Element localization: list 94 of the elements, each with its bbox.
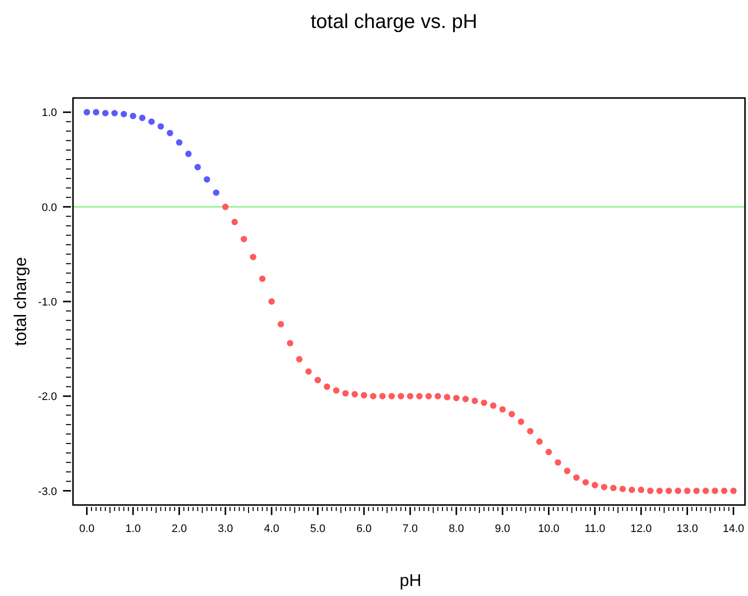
point xyxy=(600,484,608,490)
y-tick-label: 0.0 xyxy=(42,202,57,214)
point xyxy=(480,400,488,406)
point xyxy=(305,368,312,375)
point xyxy=(508,410,515,418)
point xyxy=(582,479,589,486)
point xyxy=(638,486,644,494)
x-tick-label: 9.0 xyxy=(494,523,510,535)
point xyxy=(250,254,256,260)
y-tick-label: -3.0 xyxy=(38,486,57,498)
point xyxy=(111,110,118,116)
point xyxy=(666,488,672,494)
x-tick-label: 11.0 xyxy=(584,523,606,535)
point xyxy=(388,392,395,400)
point xyxy=(139,114,146,122)
point xyxy=(379,392,386,400)
y-axis-title: total charge xyxy=(11,257,30,346)
point xyxy=(462,396,469,402)
x-tick-label: 1.0 xyxy=(125,523,141,535)
point xyxy=(130,112,136,120)
x-tick-label: 2.0 xyxy=(172,523,187,535)
point xyxy=(564,468,570,474)
point xyxy=(527,428,534,434)
point xyxy=(592,482,598,488)
x-tick-label: 12.0 xyxy=(630,523,652,535)
point xyxy=(324,383,330,390)
point xyxy=(518,418,524,425)
point xyxy=(222,204,229,210)
point xyxy=(176,139,182,146)
point xyxy=(370,392,376,400)
point xyxy=(499,406,506,413)
point xyxy=(158,123,164,130)
point xyxy=(352,391,358,398)
point xyxy=(185,150,192,158)
x-axis-title: pH xyxy=(400,571,422,590)
x-tick-label: 6.0 xyxy=(356,523,372,535)
point xyxy=(278,321,284,328)
chart-title: total charge vs. pH xyxy=(310,11,478,33)
x-tick-label: 5.0 xyxy=(310,523,326,535)
point xyxy=(554,459,562,466)
point xyxy=(416,392,423,400)
y-tick-label: -1.0 xyxy=(38,296,57,308)
point xyxy=(259,276,266,282)
x-tick-label: 0.0 xyxy=(79,523,95,535)
x-tick-label: 14.0 xyxy=(722,523,744,535)
point xyxy=(92,109,100,116)
point xyxy=(628,486,636,494)
point xyxy=(693,488,700,494)
point xyxy=(425,392,432,400)
point xyxy=(194,164,201,170)
point xyxy=(268,298,275,305)
point xyxy=(360,392,368,398)
point xyxy=(536,438,543,445)
point xyxy=(166,130,174,136)
x-tick-label: 8.0 xyxy=(448,523,464,535)
point xyxy=(730,488,737,494)
point xyxy=(204,176,210,183)
point xyxy=(314,376,321,384)
x-tick-label: 7.0 xyxy=(402,523,418,535)
point xyxy=(212,189,220,196)
point xyxy=(84,109,90,116)
point xyxy=(231,218,238,226)
point xyxy=(444,394,450,400)
point xyxy=(148,118,155,125)
x-tick-label: 3.0 xyxy=(218,523,234,535)
x-tick-label: 10.0 xyxy=(538,523,560,535)
point xyxy=(406,392,414,400)
y-tick-label: -2.0 xyxy=(38,391,57,404)
point xyxy=(296,356,303,362)
point xyxy=(240,236,248,242)
point xyxy=(712,488,718,494)
point xyxy=(342,390,349,397)
y-tick-label: 1.0 xyxy=(42,107,57,120)
point xyxy=(647,488,654,494)
x-tick-label: 13.0 xyxy=(676,523,698,535)
point xyxy=(573,474,580,481)
point xyxy=(398,392,404,400)
point xyxy=(120,110,128,118)
point xyxy=(102,110,109,116)
point xyxy=(472,398,478,404)
point xyxy=(546,448,552,456)
point xyxy=(721,488,728,494)
point xyxy=(684,488,690,494)
point xyxy=(286,340,294,346)
point xyxy=(453,394,460,402)
point xyxy=(333,387,340,394)
point xyxy=(674,488,682,494)
point xyxy=(702,488,709,494)
point xyxy=(434,392,442,400)
point xyxy=(619,486,626,492)
point xyxy=(610,484,617,492)
point xyxy=(656,488,663,494)
point xyxy=(490,402,496,409)
x-tick-label: 4.0 xyxy=(264,523,280,535)
